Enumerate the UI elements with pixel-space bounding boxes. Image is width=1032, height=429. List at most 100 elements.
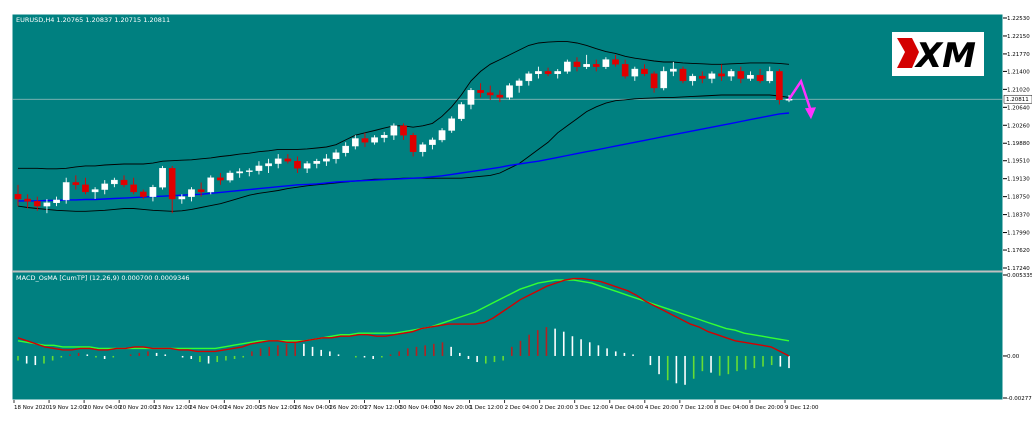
candle-body[interactable] (583, 64, 590, 67)
main-chart-panel[interactable] (11, 13, 1004, 272)
macd-axis[interactable]: 0.005335 0.00 -0.00277 (1003, 273, 1032, 402)
candle-body[interactable] (573, 61, 581, 67)
candle-body[interactable] (284, 158, 292, 162)
macd-axis-label: -0.00277 (1007, 396, 1032, 402)
candle-body[interactable] (139, 191, 147, 197)
candle-body[interactable] (380, 135, 388, 138)
candle-body[interactable] (400, 125, 407, 136)
candle-body[interactable] (207, 177, 215, 193)
price-axis-label: 1.17620 (1007, 248, 1030, 254)
candle-body[interactable] (621, 64, 629, 77)
candle-body[interactable] (438, 130, 446, 141)
candle-body[interactable] (477, 90, 484, 93)
time-axis-label: 23 Nov 12:00 (154, 405, 192, 411)
candle-body[interactable] (91, 189, 99, 193)
candle-body[interactable] (506, 85, 513, 98)
candle-body[interactable] (727, 71, 735, 77)
candle-body[interactable] (188, 189, 195, 197)
candle-body[interactable] (226, 172, 234, 181)
candle-body[interactable] (24, 198, 31, 202)
candle-body[interactable] (149, 186, 157, 197)
candle-body[interactable] (525, 73, 533, 82)
candle-body[interactable] (361, 138, 369, 143)
moving-average-line (18, 112, 790, 202)
candle-body[interactable] (429, 139, 436, 145)
candle-body[interactable] (650, 73, 658, 89)
candle-body[interactable] (602, 59, 610, 67)
candle-body[interactable] (294, 160, 301, 169)
candle-body[interactable] (82, 184, 89, 193)
candle-body[interactable] (612, 59, 619, 65)
candle-body[interactable] (409, 135, 417, 152)
candle-body[interactable] (371, 137, 378, 143)
candle-body[interactable] (351, 138, 359, 147)
candle-body[interactable] (708, 73, 716, 79)
candle-body[interactable] (457, 104, 465, 119)
chart-title: EURUSD,H4 1.20765 1.20837 1.20715 1.2081… (16, 16, 170, 24)
candle-body[interactable] (101, 183, 109, 190)
candle-body[interactable] (323, 158, 330, 162)
time-axis-label: 8 Dec 20:00 (750, 405, 784, 411)
candle-body[interactable] (747, 74, 754, 79)
candle-body[interactable] (265, 163, 272, 167)
candle-body[interactable] (766, 71, 774, 82)
candle-body[interactable] (631, 68, 639, 77)
candle-body[interactable] (245, 170, 253, 172)
candle-body[interactable] (33, 201, 41, 207)
macd-axis-label: 0.005335 (1007, 273, 1032, 279)
candle-body[interactable] (737, 71, 745, 79)
candle-body[interactable] (303, 163, 311, 169)
candle-body[interactable] (53, 199, 60, 203)
macd-panel[interactable] (11, 271, 1004, 401)
candle-body[interactable] (72, 182, 80, 186)
price-axis-label: 1.17990 (1007, 231, 1030, 237)
candle-body[interactable] (592, 64, 600, 67)
candle-body[interactable] (120, 179, 128, 186)
candle-body[interactable] (313, 160, 321, 164)
candle-body[interactable] (496, 94, 504, 98)
candle-body[interactable] (168, 168, 176, 200)
candle-body[interactable] (62, 182, 70, 201)
candle-body[interactable] (43, 202, 51, 207)
time-axis-label: 26 Nov 04:00 (294, 405, 332, 411)
candle-body[interactable] (236, 171, 243, 174)
candle-body[interactable] (785, 99, 793, 101)
candle-body[interactable] (660, 71, 668, 89)
candle-body[interactable] (535, 71, 542, 74)
candle-body[interactable] (689, 75, 696, 82)
time-axis-label: 25 Nov 12:00 (259, 405, 297, 411)
candle-body[interactable] (486, 92, 494, 96)
candle-body[interactable] (718, 73, 725, 77)
candle-body[interactable] (544, 71, 552, 74)
logo-text: XM (914, 36, 976, 76)
candle-body[interactable] (274, 158, 282, 164)
price-axis[interactable]: 1.22530 1.22150 1.21770 1.21400 1.21020 1.206… (1003, 16, 1032, 272)
candle-body[interactable] (698, 75, 706, 79)
candle-body[interactable] (390, 125, 398, 136)
candle-body[interactable] (130, 184, 137, 193)
candle-body[interactable] (641, 68, 648, 74)
candle-body[interactable] (332, 152, 340, 160)
candle-body[interactable] (255, 165, 263, 171)
candle-body[interactable] (342, 145, 350, 153)
candle-body[interactable] (111, 179, 118, 185)
candle-body[interactable] (419, 144, 427, 152)
candle-body[interactable] (515, 80, 523, 86)
candle-body[interactable] (448, 118, 456, 131)
candle-body[interactable] (14, 194, 22, 200)
candle-body[interactable] (564, 61, 571, 72)
candle-body[interactable] (756, 74, 764, 82)
candle-body[interactable] (679, 68, 687, 82)
candlesticks[interactable] (14, 54, 793, 214)
candle-body[interactable] (467, 90, 475, 105)
candle-body[interactable] (554, 71, 562, 74)
candle-body[interactable] (178, 196, 186, 200)
candle-body[interactable] (197, 189, 205, 193)
logo-red-chevron (897, 38, 919, 68)
candle-body[interactable] (159, 168, 166, 188)
candle-body[interactable] (670, 68, 677, 72)
candle-body[interactable] (776, 71, 783, 100)
macd-title: MACD_OsMA [CumTP] (12,26,9) 0.000700 0.0… (16, 274, 190, 282)
candle-body[interactable] (217, 177, 224, 181)
